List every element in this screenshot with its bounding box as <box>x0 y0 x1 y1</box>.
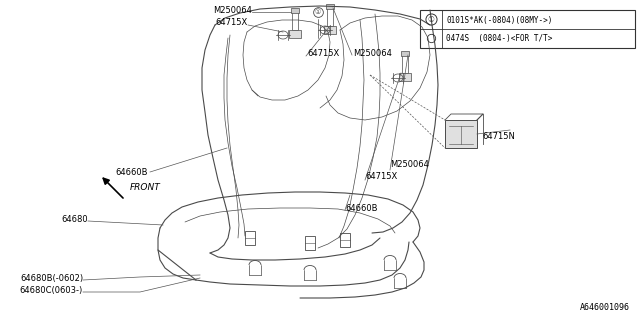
Text: 64660B: 64660B <box>345 204 378 212</box>
Bar <box>326 4 334 9</box>
Bar <box>420 10 635 48</box>
Text: 0101S*AK(-0804)(08MY->): 0101S*AK(-0804)(08MY->) <box>446 15 552 25</box>
Text: 64660B: 64660B <box>115 167 148 177</box>
Bar <box>291 8 299 13</box>
Text: A646001096: A646001096 <box>580 303 630 312</box>
Bar <box>289 30 301 38</box>
Text: 64715X: 64715X <box>307 49 339 58</box>
Text: ①: ① <box>315 9 321 15</box>
Bar <box>245 231 255 245</box>
Text: M250064: M250064 <box>213 5 252 14</box>
Text: 64715X: 64715X <box>365 172 397 180</box>
Text: 64680B(-0602): 64680B(-0602) <box>20 274 83 283</box>
Bar <box>399 73 411 81</box>
Bar <box>401 51 409 56</box>
Text: ①: ① <box>428 14 435 23</box>
Bar <box>340 233 350 247</box>
Text: 64715N: 64715N <box>482 132 515 140</box>
Bar <box>324 26 336 34</box>
Text: FRONT: FRONT <box>130 183 161 192</box>
Text: 64715X: 64715X <box>216 18 248 27</box>
Text: M250064: M250064 <box>390 159 429 169</box>
Text: 0474S  (0804-)<FOR T/T>: 0474S (0804-)<FOR T/T> <box>446 34 552 43</box>
Bar <box>292 12 298 30</box>
Text: M250064: M250064 <box>353 49 392 58</box>
Bar <box>445 120 477 148</box>
Bar <box>327 8 333 26</box>
Text: 64680: 64680 <box>61 214 88 223</box>
Bar <box>402 55 408 73</box>
Bar <box>305 236 315 250</box>
Text: 64680C(0603-): 64680C(0603-) <box>20 285 83 294</box>
